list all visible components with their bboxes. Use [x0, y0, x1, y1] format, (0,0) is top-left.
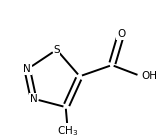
Text: S: S — [53, 45, 60, 55]
Text: N: N — [23, 64, 31, 74]
Text: O: O — [117, 29, 125, 39]
Text: OH: OH — [141, 71, 157, 81]
Text: N: N — [30, 94, 37, 104]
Text: CH$_3$: CH$_3$ — [57, 124, 78, 138]
